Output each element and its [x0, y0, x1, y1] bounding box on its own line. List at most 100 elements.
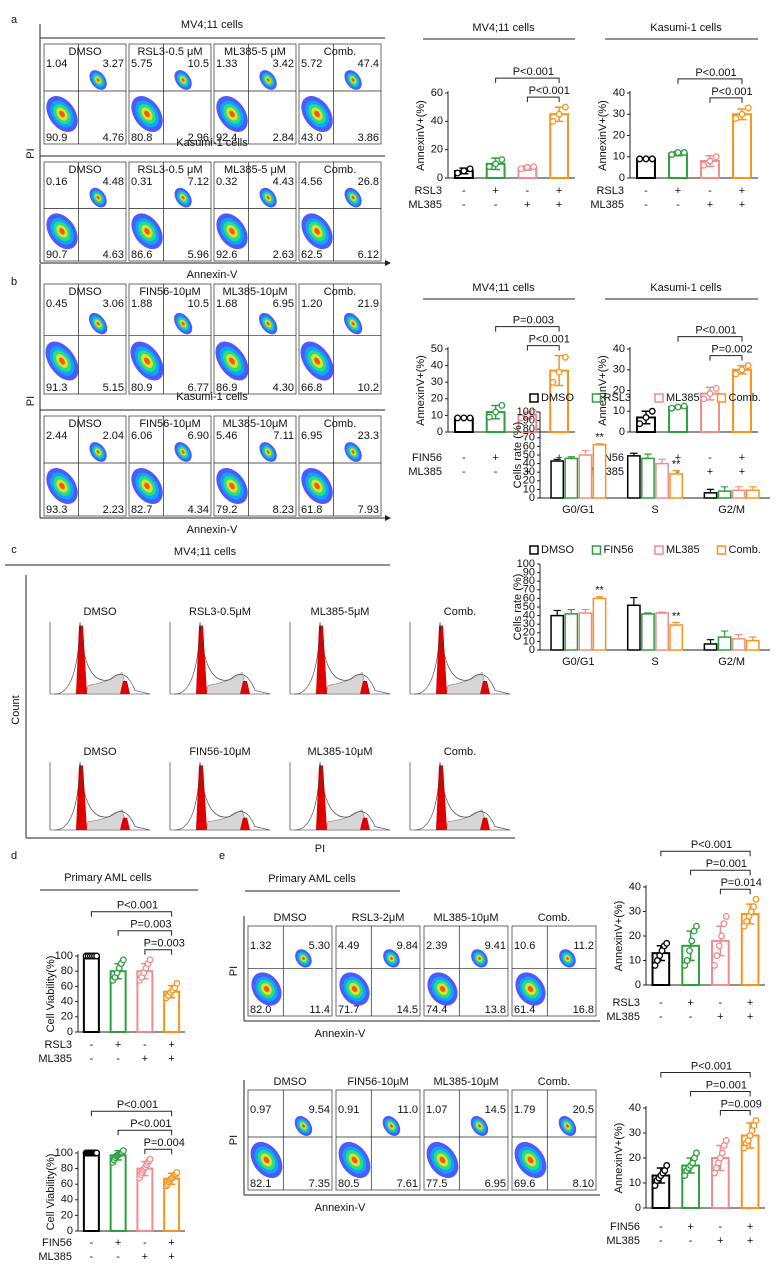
- flow-density: [59, 228, 65, 235]
- data-point: [549, 378, 557, 386]
- p-value: P<0.001: [711, 86, 752, 98]
- bar: [655, 462, 669, 499]
- quadrant-value: 69.6: [514, 1178, 535, 1190]
- y-tick-label: 60: [431, 87, 443, 99]
- condition-sign: +: [168, 1053, 174, 1065]
- data-point: [485, 413, 493, 421]
- data-point: [700, 161, 708, 169]
- bar: [82, 1152, 100, 1232]
- quadrant-value: 10.6: [514, 940, 535, 952]
- condition-sign: -: [90, 1237, 94, 1249]
- condition-sign: -: [90, 1053, 94, 1065]
- legend-label: FIN56: [604, 544, 634, 556]
- data-point: [561, 103, 569, 111]
- flow-label: Comb.: [324, 418, 356, 430]
- significance-bracket: [719, 888, 751, 895]
- data-point: [674, 149, 682, 156]
- condition-name: RSL3: [596, 185, 624, 197]
- quadrant-value: 2.84: [273, 132, 294, 144]
- quadrant-value: 13.8: [485, 1004, 506, 1016]
- condition-name: ML385: [606, 1011, 640, 1023]
- y-tick-label: 40: [523, 610, 535, 622]
- y-tick-label: 0: [67, 1026, 73, 1038]
- flow-label: DMSO: [274, 1076, 307, 1088]
- y-axis-label: AnnexinV+(%): [415, 355, 427, 426]
- group-title: MV4;11 cells: [181, 19, 244, 31]
- condition-sign: +: [739, 452, 745, 464]
- flow-label: ML385-10μM: [222, 286, 287, 298]
- bar: [703, 492, 718, 499]
- flow-density: [144, 482, 150, 490]
- histogram-g2: [120, 681, 130, 694]
- data-point: [732, 370, 740, 378]
- panel-title: Primary AML cells: [64, 872, 152, 884]
- legend-swatch: [716, 545, 727, 555]
- quadrant-value: 8.10: [573, 1178, 594, 1190]
- p-value: P<0.001: [130, 1118, 171, 1130]
- quadrant-value: 82.1: [250, 1178, 271, 1190]
- p-value: P=0.002: [711, 344, 752, 356]
- condition-sign: -: [494, 199, 498, 211]
- condition-sign: +: [556, 185, 562, 197]
- quadrant-value: 0.31: [131, 176, 152, 188]
- quadrant-value: 93.3: [46, 504, 67, 516]
- quadrant-value: 7.93: [358, 504, 379, 516]
- flow-density: [229, 482, 235, 490]
- flow-density: [181, 195, 185, 200]
- flow-density: [144, 357, 151, 365]
- flow-density: [59, 110, 65, 118]
- data-point: [173, 1169, 181, 1176]
- y-axis-label: AnnexinV+(%): [597, 100, 609, 171]
- error-bar: [553, 609, 561, 616]
- axis-arrow: [385, 260, 391, 266]
- significance-bracket: [90, 911, 173, 917]
- data-point: [555, 110, 563, 118]
- condition-name: RSL3: [414, 185, 442, 197]
- y-tick-label: 90: [523, 567, 535, 579]
- data-point: [668, 404, 676, 412]
- quadrant-value: 7.11: [273, 430, 294, 442]
- condition-sign: +: [717, 1011, 723, 1023]
- flow-label: ML385-5 μM: [224, 46, 286, 58]
- quadrant-value: 2.23: [103, 504, 124, 516]
- quadrant-value: 5.75: [131, 58, 152, 70]
- legend-swatch: [654, 393, 664, 403]
- quadrant-value: 61.8: [301, 504, 322, 516]
- y-tick-label: 30: [613, 108, 625, 120]
- data-point: [718, 932, 725, 940]
- condition-sign: +: [717, 1235, 723, 1247]
- histogram-g2: [240, 817, 250, 830]
- condition-sign: +: [142, 1251, 148, 1263]
- data-point: [706, 390, 714, 398]
- bar: [703, 643, 718, 651]
- data-point: [498, 156, 506, 164]
- histogram-label: ML385-5μM: [311, 606, 370, 618]
- quadrant-value: 2.04: [103, 430, 124, 442]
- condition-sign: -: [143, 1237, 147, 1249]
- quadrant-value: 4.49: [338, 940, 359, 952]
- condition-sign: +: [747, 1221, 753, 1233]
- quadrant-value: 43.0: [301, 132, 322, 144]
- flow-label: ML385-10μM: [433, 912, 498, 924]
- chart-title: Kasumi-1 cells: [650, 22, 722, 34]
- condition-sign: +: [687, 997, 693, 1009]
- flow-density: [96, 450, 100, 454]
- bar: [578, 454, 593, 499]
- flow-label: RSL3-2μM: [352, 912, 405, 924]
- condition-sign: -: [116, 1251, 120, 1263]
- histogram-fit: [54, 621, 151, 695]
- data-point: [722, 1137, 730, 1144]
- flow-density: [527, 986, 534, 992]
- quadrant-value: 14.5: [485, 1104, 506, 1116]
- data-point: [674, 403, 682, 411]
- legend-label: ML385: [666, 392, 700, 404]
- flow-density: [314, 357, 321, 365]
- data-point: [732, 115, 740, 122]
- legend-swatch: [591, 545, 602, 555]
- legend-label: Comb.: [729, 392, 761, 404]
- data-point: [530, 408, 538, 416]
- bar: [82, 955, 100, 1033]
- quadrant-value: 1.20: [301, 298, 322, 310]
- data-point: [93, 952, 101, 960]
- data-point: [498, 401, 506, 409]
